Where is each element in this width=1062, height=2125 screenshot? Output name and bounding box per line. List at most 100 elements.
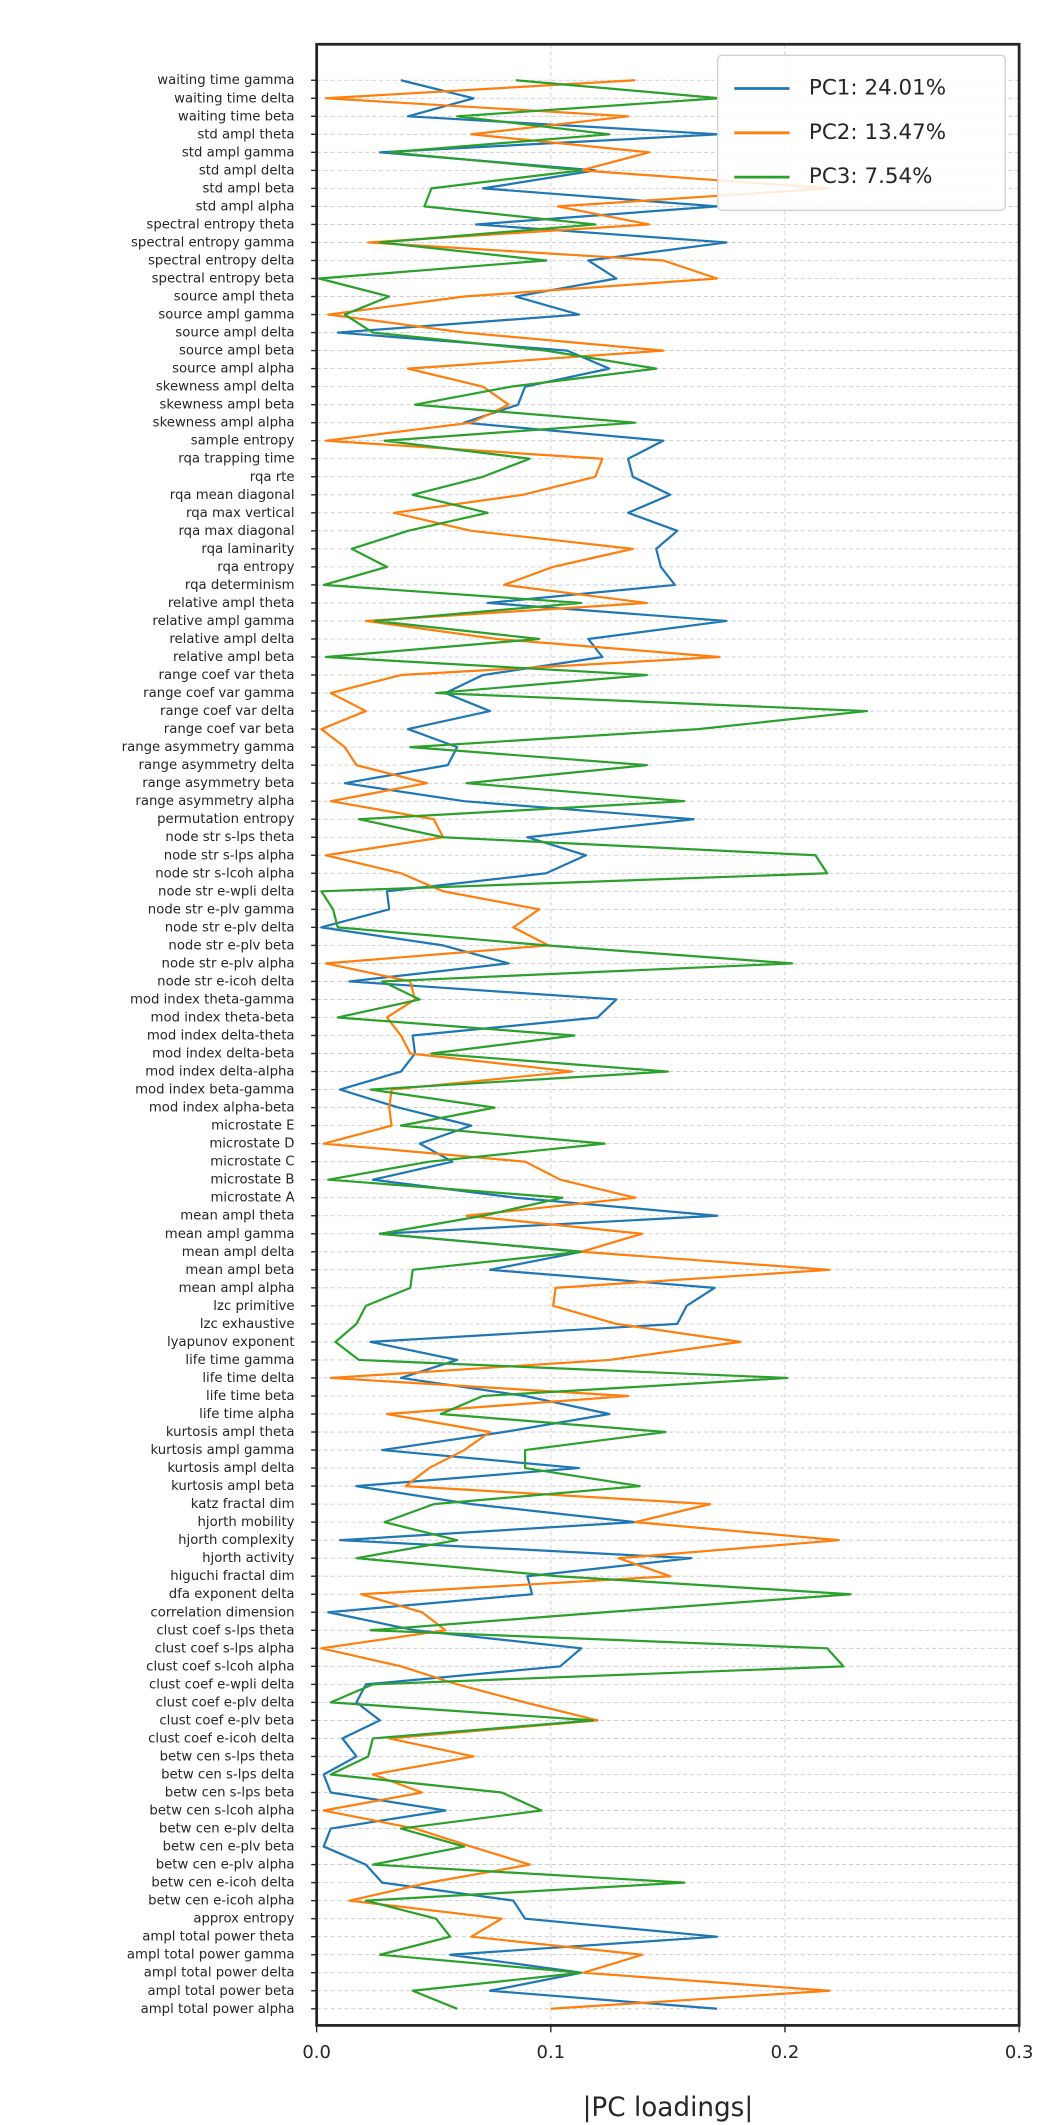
y-tick-label: spectral entropy theta: [146, 217, 294, 232]
y-tick-label: microstate C: [210, 1155, 294, 1170]
y-tick-label: approx entropy: [193, 1912, 294, 1927]
y-tick-label: lzc primitive: [213, 1299, 294, 1314]
y-tick-label: rqa rte: [250, 470, 295, 485]
y-tick-label: clust coef e-icoh delta: [148, 1731, 294, 1746]
legend-label: PC1: 24.01%: [809, 76, 946, 101]
y-tick-label: node str e-wpli delta: [158, 884, 294, 899]
y-tick-label: source ampl beta: [179, 344, 295, 359]
legend-label: PC2: 13.47%: [809, 120, 946, 145]
x-tick-label: 0.1: [537, 2042, 566, 2063]
y-tick-label: clust coef e-plv beta: [159, 1713, 294, 1728]
y-tick-label: rqa max vertical: [186, 506, 295, 521]
y-tick-label: clust coef s-lps alpha: [155, 1641, 295, 1656]
y-tick-label: range asymmetry beta: [142, 776, 294, 791]
y-tick-label: betw cen s-lps beta: [165, 1786, 295, 1801]
y-tick-label: range coef var gamma: [143, 686, 294, 701]
y-tick-label: mod index delta-beta: [152, 1047, 294, 1062]
y-tick-label: permutation entropy: [157, 812, 295, 827]
x-tick-label: 0.2: [771, 2042, 800, 2063]
y-tick-label: node str s-lps alpha: [164, 848, 295, 863]
y-tick-label: katz fractal dim: [191, 1497, 295, 1512]
y-tick-label: node str e-icoh delta: [157, 974, 294, 989]
y-tick-label: rqa entropy: [217, 560, 294, 575]
y-tick-label: mean ampl beta: [185, 1263, 294, 1278]
y-tick-label: range coef var beta: [164, 722, 295, 737]
y-tick-label: waiting time beta: [178, 109, 295, 124]
y-tick-label: spectral entropy gamma: [131, 235, 295, 250]
y-tick-label: node str s-lcoh alpha: [155, 866, 294, 881]
y-tick-label: betw cen e-icoh alpha: [148, 1894, 294, 1909]
lines: [317, 79, 869, 2010]
y-tick-label: rqa laminarity: [201, 542, 294, 557]
y-tick-label: node str e-plv alpha: [162, 956, 295, 971]
y-tick-label: std ampl beta: [203, 181, 295, 196]
y-tick-label: node str s-lps theta: [165, 830, 294, 845]
y-tick-label: ampl total power theta: [142, 1930, 294, 1945]
y-tick-label: ampl total power alpha: [141, 2002, 295, 2017]
y-tick-label: betw cen s-lps delta: [161, 1767, 294, 1782]
y-tick-label: relative ampl gamma: [152, 614, 294, 629]
y-tick-label: rqa max diagonal: [178, 524, 294, 539]
series-line: [317, 79, 869, 2010]
y-tick-label: spectral entropy beta: [152, 272, 295, 287]
y-tick-label: source ampl theta: [174, 290, 295, 305]
y-tick-label: skewness ampl alpha: [153, 416, 295, 431]
y-tick-label: rqa trapping time: [178, 452, 294, 467]
y-tick-label: skewness ampl beta: [160, 398, 295, 413]
legend-label: PC3: 7.54%: [809, 164, 933, 189]
y-tick-label: range coef var delta: [160, 704, 294, 719]
x-axis-label: |PC loadings|: [583, 2093, 754, 2123]
x-tick-label: 0.0: [302, 2042, 331, 2063]
y-tick-label: kurtosis ampl delta: [167, 1461, 294, 1476]
y-tick-label: betw cen e-plv beta: [163, 1840, 295, 1855]
y-tick-label: mod index beta-gamma: [135, 1083, 294, 1098]
y-tick-label: relative ampl delta: [169, 632, 294, 647]
y-tick-label: microstate A: [210, 1191, 294, 1206]
y-tick-label: ampl total power gamma: [127, 1948, 295, 1963]
x-tick-label: 0.3: [1005, 2042, 1034, 2063]
y-tick-label: hjorth mobility: [197, 1515, 294, 1530]
y-tick-label: microstate B: [210, 1173, 294, 1188]
y-tick-label: betw cen e-plv alpha: [156, 1858, 295, 1873]
y-tick-label: mod index theta-beta: [151, 1010, 295, 1025]
y-tick-label: std ampl gamma: [182, 145, 295, 160]
y-tick-label: betw cen e-icoh delta: [151, 1876, 294, 1891]
y-tick-label: std ampl theta: [197, 127, 294, 142]
y-tick-label: higuchi fractal dim: [170, 1569, 294, 1584]
y-tick-label: node str e-plv delta: [165, 920, 295, 935]
y-tick-label: range coef var theta: [159, 668, 295, 683]
legend: PC1: 24.01% PC2: 13.47% PC3: 7.54%: [716, 54, 1006, 211]
y-tick-label: source ampl gamma: [158, 308, 294, 323]
y-tick-label: mod index alpha-beta: [149, 1101, 295, 1116]
y-tick-label: rqa determinism: [185, 578, 295, 593]
y-tick-label: waiting time gamma: [157, 73, 294, 88]
y-tick-label: life time alpha: [199, 1407, 294, 1422]
y-tick-label: betw cen e-plv delta: [159, 1822, 295, 1837]
y-tick-label: clust coef e-wpli delta: [149, 1677, 295, 1692]
axes: 0.0 0.1 0.2 0.3 waiting time gamma waiting ti…: [122, 73, 1034, 2063]
y-tick-label: relative ampl beta: [173, 650, 295, 665]
y-tick-label: skewness ampl delta: [156, 380, 295, 395]
y-tick-label: source ampl delta: [175, 326, 294, 341]
y-tick-label: ampl total power delta: [144, 1966, 295, 1981]
y-tick-label: lyapunov exponent: [167, 1335, 295, 1350]
y-tick-label: range asymmetry alpha: [135, 794, 294, 809]
y-tick-label: kurtosis ampl theta: [166, 1425, 295, 1440]
y-tick-label: life time beta: [206, 1389, 295, 1404]
y-tick-label: waiting time delta: [174, 91, 294, 106]
y-tick-label: clust coef e-plv delta: [156, 1695, 295, 1710]
y-tick-label: mod index delta-theta: [147, 1029, 295, 1044]
legend-box: [716, 54, 1006, 211]
y-tick-label: dfa exponent delta: [169, 1587, 295, 1602]
y-tick-label: clust coef s-lps theta: [156, 1623, 294, 1638]
y-tick-label: std ampl delta: [199, 163, 295, 178]
y-tick-label: clust coef s-lcoh alpha: [146, 1659, 294, 1674]
y-tick-label: source ampl alpha: [172, 362, 294, 377]
y-tick-label: sample entropy: [191, 434, 295, 449]
y-tick-label: mean ampl alpha: [179, 1281, 295, 1296]
y-tick-label: mod index delta-alpha: [145, 1065, 294, 1080]
y-tick-label: ampl total power beta: [148, 1984, 295, 1999]
y-tick-label: mod index theta-gamma: [130, 992, 295, 1007]
